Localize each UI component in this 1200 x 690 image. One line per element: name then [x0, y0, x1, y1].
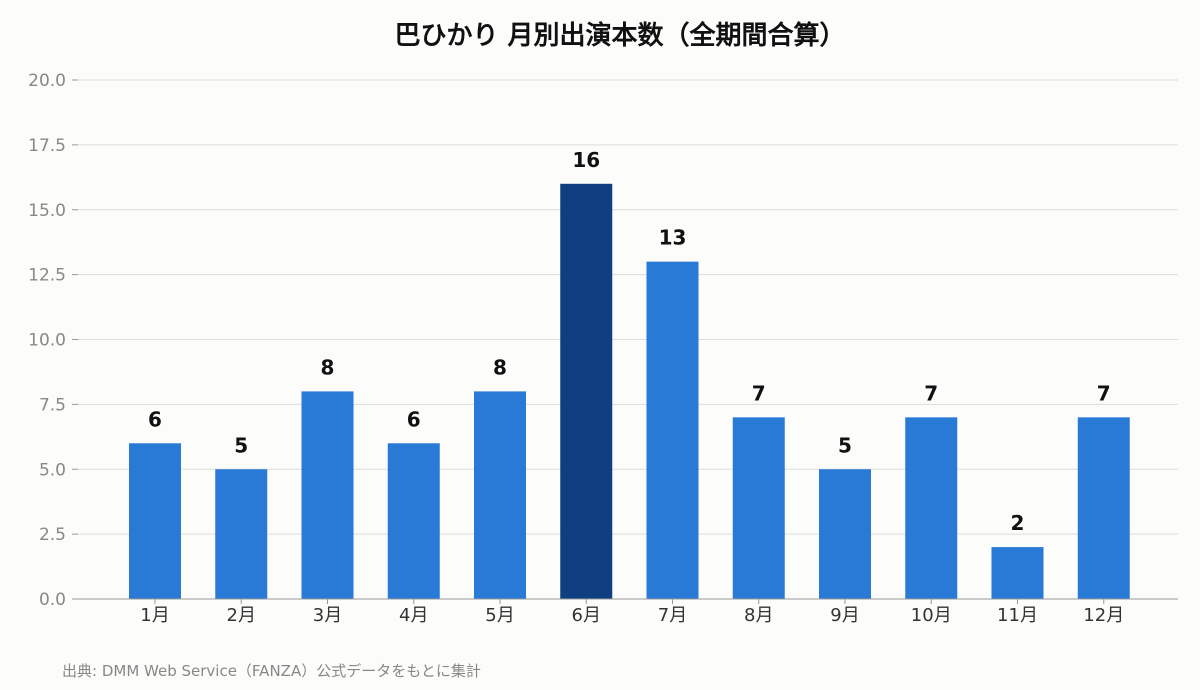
data-label: 13 [659, 226, 687, 250]
bar [387, 443, 440, 599]
x-tick-label: 8月 [744, 605, 773, 626]
x-tick-label: 7月 [658, 605, 687, 626]
bar [560, 183, 613, 600]
bar [301, 391, 354, 599]
x-tick-label: 12月 [1083, 605, 1124, 626]
bar [991, 547, 1044, 599]
y-tick-label: 17.5 [28, 136, 66, 156]
bar [215, 469, 268, 599]
y-tick-label: 12.5 [28, 266, 66, 286]
y-tick-label: 2.5 [39, 525, 66, 545]
data-label: 7 [752, 381, 766, 405]
data-label: 16 [572, 148, 600, 172]
bars [129, 183, 1130, 600]
x-tick-label: 4月 [399, 605, 428, 626]
gridlines [78, 79, 1178, 535]
source-note: 出典: DMM Web Service（FANZA）公式データをもとに集計 [62, 662, 481, 680]
data-labels: 6 5 8 6 8 16 13 7 5 7 2 7 [148, 148, 1111, 535]
y-tick-label: 7.5 [39, 395, 66, 415]
data-label: 5 [234, 433, 248, 457]
bar [905, 417, 958, 599]
x-tick-label: 1月 [140, 605, 169, 626]
bar [819, 469, 871, 599]
data-label: 7 [1097, 381, 1111, 405]
y-axis-ticks: 0.0 2.5 5.0 7.5 10.0 12.5 15.0 17.5 20.0 [28, 71, 78, 610]
data-label: 8 [321, 355, 335, 379]
data-label: 8 [493, 355, 507, 379]
x-tick-label: 10月 [911, 605, 952, 626]
bar [129, 443, 181, 599]
data-label: 5 [838, 433, 852, 457]
x-tick-label: 3月 [313, 605, 342, 626]
x-tick-label: 6月 [572, 605, 601, 626]
data-label: 2 [1011, 511, 1025, 535]
y-tick-label: 15.0 [28, 201, 66, 221]
x-tick-label: 5月 [485, 605, 514, 626]
bar [474, 391, 526, 599]
y-tick-label: 20.0 [28, 71, 66, 91]
y-tick-label: 0.0 [39, 590, 66, 610]
data-label: 6 [148, 407, 162, 431]
bar [732, 417, 785, 599]
data-label: 7 [924, 381, 938, 405]
x-tick-label: 11月 [997, 605, 1038, 626]
x-axis-ticks: 1月 2月 3月 4月 5月 6月 7月 8月 9月 10月 11月 12月 [140, 599, 1124, 626]
x-tick-label: 9月 [830, 605, 859, 626]
bar [1077, 417, 1130, 599]
chart-title: 巴ひかり 月別出演本数（全期間合算） [394, 20, 845, 51]
y-tick-label: 10.0 [28, 331, 66, 351]
data-label: 6 [407, 407, 421, 431]
x-tick-label: 2月 [227, 605, 256, 626]
y-tick-label: 5.0 [39, 460, 66, 480]
bar [646, 261, 699, 599]
